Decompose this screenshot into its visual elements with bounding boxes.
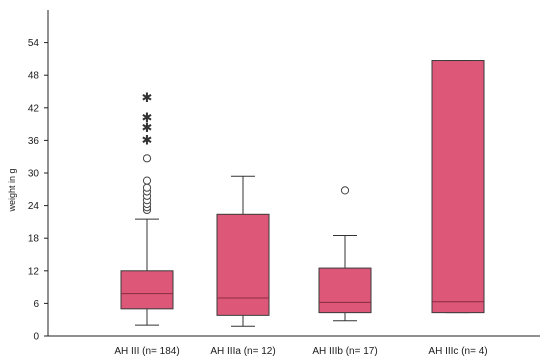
y-tick-label: 54 bbox=[28, 38, 40, 49]
y-tick-label: 30 bbox=[28, 169, 40, 180]
y-tick-label: 24 bbox=[28, 201, 40, 212]
x-tick-label: AH III (n= 184) bbox=[114, 346, 179, 357]
y-tick-label: 42 bbox=[28, 103, 40, 114]
box-iqr bbox=[431, 60, 485, 314]
boxes-group: ✱✱✱✱ bbox=[120, 60, 485, 327]
extreme-point: ✱ bbox=[142, 133, 153, 148]
x-tick-label: AH IIIb (n= 17) bbox=[312, 346, 377, 357]
box-group bbox=[431, 60, 485, 314]
y-tick-label: 12 bbox=[28, 266, 40, 277]
y-axis-title: weight in g bbox=[7, 168, 17, 212]
box-group bbox=[216, 175, 270, 327]
extreme-point: ✱ bbox=[142, 111, 153, 126]
y-tick-label: 36 bbox=[28, 136, 40, 147]
x-tick-label: AH IIIa (n= 12) bbox=[210, 346, 275, 357]
y-tick-label: 0 bbox=[33, 332, 39, 343]
extreme-point: ✱ bbox=[142, 91, 153, 106]
box-iqr bbox=[216, 213, 270, 316]
outlier-point bbox=[142, 176, 152, 185]
x-axis-labels: AH III (n= 184) AH IIIa (n= 12) AH IIIb (n… bbox=[114, 346, 487, 357]
outlier-point bbox=[142, 154, 152, 163]
outlier-point bbox=[142, 183, 152, 192]
y-tick-label: 6 bbox=[33, 299, 39, 310]
box-group bbox=[318, 186, 372, 322]
y-tick-label: 48 bbox=[28, 71, 40, 82]
x-tick-label: AH IIIc (n= 4) bbox=[428, 346, 487, 357]
box-group: ✱✱✱✱ bbox=[120, 91, 174, 326]
outlier-point bbox=[340, 186, 350, 195]
box-iqr bbox=[120, 270, 174, 310]
y-tick-label: 18 bbox=[28, 234, 40, 245]
box-iqr bbox=[318, 267, 372, 314]
extreme-point: ✱ bbox=[142, 121, 153, 136]
y-axis-ticks: 0 6 12 18 24 30 36 42 48 54 bbox=[28, 38, 48, 343]
